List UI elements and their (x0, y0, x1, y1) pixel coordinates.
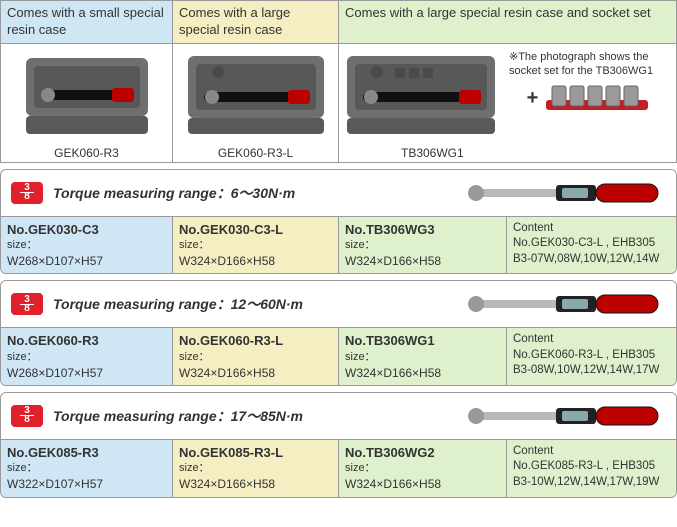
range-block-0: 3 8 Torque measuring range：6～30N·m No.GE… (0, 169, 677, 275)
spec-cell-1-0: No.GEK060-R3 size： W268×D107×H57 (1, 328, 173, 385)
range-head-0: 3 8 Torque measuring range：6～30N·m (1, 170, 676, 216)
case-model-large: GEK060-R3-L (175, 146, 336, 160)
spec-cell-0-1: No.GEK030-C3-L size： W324×D166×H58 (173, 217, 339, 274)
drive-badge-icon: 3 8 (11, 405, 43, 427)
case-image-row: GEK060-R3 GEK060-R3-L (1, 43, 677, 162)
range-block-2: 3 8 Torque measuring range：17～85N·m No.G… (0, 392, 677, 498)
spec-content-1: Content No.GEK060-R3-L , EHB305 B3-08W,1… (507, 328, 676, 385)
range-text-1: Torque measuring range：12～60N·m (53, 294, 303, 314)
case-cell-set: ※The photograph shows the socket set for… (339, 43, 677, 162)
case-cell-large: GEK060-R3-L (173, 43, 339, 162)
case-model-small: GEK060-R3 (3, 146, 170, 160)
case-set-icon (341, 50, 501, 142)
range-text-2: Torque measuring range：17～85N·m (53, 406, 303, 426)
spec-cell-1-2: No.TB306WG1 size： W324×D166×H58 (339, 328, 507, 385)
spec-content-0: Content No.GEK030-C3-L , EHB305 B3-07W,0… (507, 217, 676, 274)
spec-cell-0-0: No.GEK030-C3 size： W268×D107×H57 (1, 217, 173, 274)
spec-content-2: Content No.GEK085-R3-L , EHB305 B3-10W,1… (507, 440, 676, 497)
spec-cell-1-1: No.GEK060-R3-L size： W324×D166×H58 (173, 328, 339, 385)
case-model-set: TB306WG1 (341, 146, 674, 160)
case-large-icon (180, 50, 332, 142)
range-head-2: 3 8 Torque measuring range：17～85N·m (1, 393, 676, 439)
plus-icon: + (527, 87, 539, 110)
drive-badge-icon: 3 8 (11, 293, 43, 315)
case-cell-small: GEK060-R3 (1, 43, 173, 162)
drive-badge-icon: 3 8 (11, 182, 43, 204)
spec-row-0: No.GEK030-C3 size： W268×D107×H57 No.GEK0… (1, 216, 676, 274)
case-table: Comes with a small special resin case Co… (0, 0, 677, 163)
spec-cell-2-0: No.GEK085-R3 size： W322×D107×H57 (1, 440, 173, 497)
range-block-1: 3 8 Torque measuring range：12～60N·m No.G… (0, 280, 677, 386)
socket-set-icon (542, 80, 652, 116)
spec-cell-2-1: No.GEK085-R3-L size： W324×D166×H58 (173, 440, 339, 497)
spec-row-2: No.GEK085-R3 size： W322×D107×H57 No.GEK0… (1, 439, 676, 497)
torque-wrench-icon (466, 176, 666, 210)
case-header-large: Comes with a large special resin case (173, 1, 339, 44)
case-header-small: Comes with a small special resin case (1, 1, 173, 44)
spec-cell-2-2: No.TB306WG2 size： W324×D166×H58 (339, 440, 507, 497)
range-text-0: Torque measuring range：6～30N·m (53, 183, 295, 203)
case-small-icon (12, 50, 162, 142)
torque-wrench-icon (466, 399, 666, 433)
socket-note: ※The photograph shows the socket set for… (505, 50, 674, 79)
spec-row-1: No.GEK060-R3 size： W268×D107×H57 No.GEK0… (1, 327, 676, 385)
case-header-row: Comes with a small special resin case Co… (1, 1, 677, 44)
range-head-1: 3 8 Torque measuring range：12～60N·m (1, 281, 676, 327)
spec-cell-0-2: No.TB306WG3 size： W324×D166×H58 (339, 217, 507, 274)
case-header-set: Comes with a large special resin case an… (339, 1, 677, 44)
torque-wrench-icon (466, 287, 666, 321)
